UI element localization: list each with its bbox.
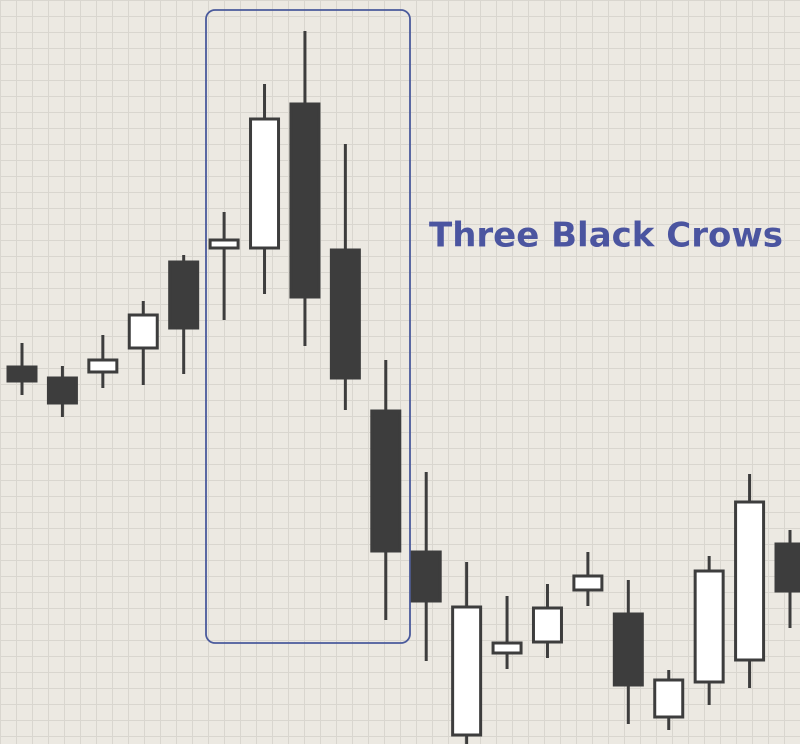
candle-body	[653, 678, 685, 719]
annotation: Three Black Crows	[429, 216, 783, 256]
candle-body	[168, 260, 200, 330]
candle-body	[6, 365, 38, 383]
candle-body	[612, 612, 644, 687]
candle-body	[451, 605, 483, 737]
candle-body	[208, 238, 240, 250]
candle-body	[329, 248, 361, 380]
candle-body	[410, 550, 442, 603]
highlight-box	[205, 9, 411, 644]
candle-body	[289, 102, 321, 299]
candle-body	[531, 606, 563, 644]
candle-body	[734, 500, 766, 662]
candle-body	[491, 641, 523, 655]
candle-body	[249, 117, 281, 250]
candle-body	[774, 542, 800, 593]
candle-body	[46, 376, 78, 405]
candle-body	[127, 313, 159, 350]
candle-body	[693, 569, 725, 684]
candle-body	[87, 358, 119, 374]
candle-body	[370, 409, 402, 553]
candle-body	[572, 574, 604, 592]
